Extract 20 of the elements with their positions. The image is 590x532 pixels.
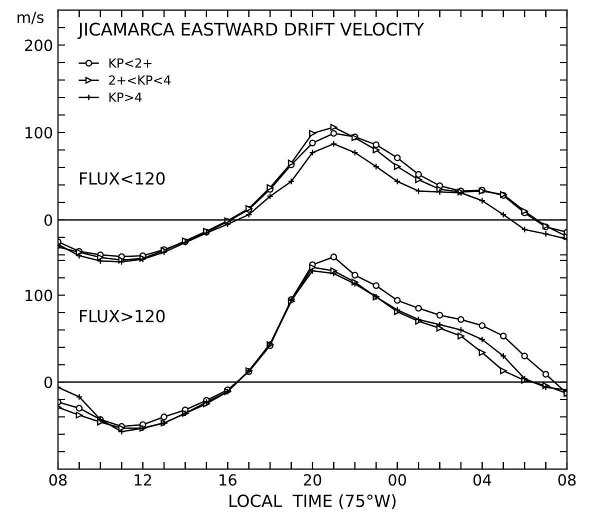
x-axis-title: LOCAL TIME (75°W) bbox=[230, 494, 396, 510]
y-tick-label: 0 bbox=[44, 214, 52, 226]
legend-label: KP>4 bbox=[109, 92, 142, 102]
x-tick-label: 16 bbox=[220, 474, 236, 486]
x-tick-label: 04 bbox=[473, 474, 492, 486]
y-axis-title: m/s bbox=[18, 12, 44, 24]
annotation: FLUX<120 bbox=[80, 172, 165, 185]
y-tick-label: 100 bbox=[26, 126, 52, 139]
annotation: FLUX>120 bbox=[80, 310, 165, 322]
y-tick-label: 200 bbox=[25, 40, 52, 52]
legend-label: 2+<KP<4 bbox=[109, 75, 171, 85]
x-tick-label: 12 bbox=[134, 474, 152, 486]
text: JICAMARCA EASTWARD DRIFT VELOCITY bbox=[77, 22, 424, 40]
y-tick-label: 100 bbox=[26, 290, 52, 302]
y-tick-label: 0 bbox=[44, 376, 52, 388]
legend-label: KP<2+ bbox=[109, 58, 152, 68]
x-tick-label: 20 bbox=[304, 474, 322, 486]
x-tick-label: 08 bbox=[49, 474, 67, 486]
x-tick-label: 00 bbox=[388, 474, 406, 486]
x-tick-label: 08 bbox=[558, 474, 576, 486]
